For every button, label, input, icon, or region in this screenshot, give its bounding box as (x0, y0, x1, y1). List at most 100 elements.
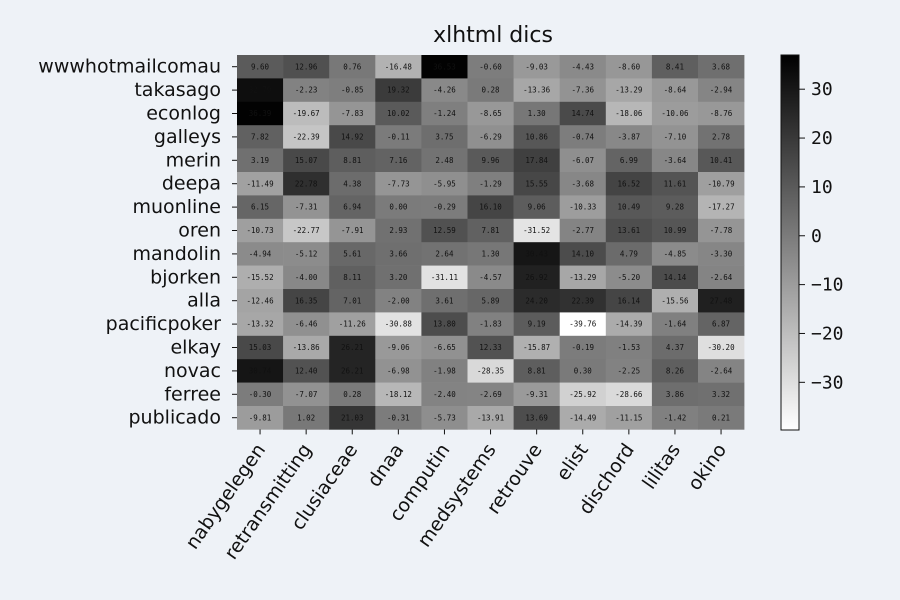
heatmap-cell (467, 289, 514, 313)
heatmap-cell (421, 242, 468, 266)
cell-value-label: -2.64 (710, 367, 733, 376)
row-label: mandolin (133, 243, 221, 265)
cell-value-label: 15.03 (249, 343, 272, 352)
heatmap-cell (467, 218, 514, 243)
heatmap-cell (467, 148, 514, 173)
cell-value-label: 13.80 (433, 320, 456, 329)
heatmap-cell (698, 195, 745, 220)
heatmap-cell (559, 242, 607, 266)
cell-value-label: 26.21 (341, 367, 364, 376)
heatmap-cell (283, 312, 330, 337)
cell-value-label: 0.30 (574, 367, 593, 376)
cell-value-label: 10.41 (710, 156, 733, 165)
heatmap-cell (283, 125, 330, 149)
heatmap-cell (605, 312, 653, 337)
cell-value-label: 0.76 (343, 62, 362, 71)
cell-value-label: -7.31 (295, 203, 318, 212)
heatmap-cell (329, 382, 376, 407)
heatmap-cell (421, 195, 468, 220)
cell-value-label: -9.03 (525, 62, 548, 71)
cell-value-label: -39.76 (569, 320, 597, 329)
heatmap-cell (237, 406, 284, 430)
cell-value-label: -0.31 (387, 413, 410, 422)
cell-value-label: 7.82 (251, 133, 269, 142)
heatmap-cell (513, 382, 560, 407)
heatmap-cell (375, 78, 422, 103)
cell-value-label: -11.15 (615, 413, 642, 422)
heatmap-cell (237, 218, 284, 243)
heatmap-cell (698, 125, 745, 149)
cell-value-label: 1.02 (297, 413, 315, 422)
cell-value-label: -9.31 (525, 390, 548, 399)
heatmap-cell (513, 172, 560, 196)
cell-value-label: 16.10 (479, 203, 502, 212)
cell-value-label: -10.33 (569, 203, 596, 212)
heatmap-cell (651, 265, 699, 290)
heatmap-cell (467, 78, 514, 103)
heatmap-cell (329, 242, 376, 266)
cell-value-label: -7.73 (387, 179, 410, 188)
heatmap-cell (651, 335, 699, 360)
heatmap-cell (421, 265, 468, 290)
cell-value-label: -18.06 (615, 109, 643, 118)
cell-value-label: -14.49 (569, 413, 596, 422)
cell-value-label: -1.53 (618, 343, 641, 352)
heatmap-cell (375, 55, 422, 79)
cell-value-label: -18.12 (385, 390, 412, 399)
heatmap-cell (329, 101, 376, 126)
cell-value-label: -0.29 (433, 203, 456, 212)
cell-value-label: -0.60 (479, 62, 502, 71)
heatmap-cell (421, 359, 468, 383)
heatmap-cell (559, 265, 607, 290)
cell-value-label: -0.74 (571, 133, 594, 142)
cell-value-label: 3.20 (389, 273, 408, 282)
cell-value-label: -6.98 (387, 367, 410, 376)
colorbar: 30 20 10 0 −10 −20 −30 (780, 54, 844, 431)
cell-value-label: -7.91 (341, 226, 364, 235)
cell-value-label: 5.61 (343, 250, 361, 259)
cell-value-label: 10.02 (387, 109, 410, 118)
cell-value-label: -6.29 (479, 133, 502, 142)
heatmap-cell (329, 406, 376, 430)
heatmap-cell (513, 218, 560, 243)
cell-value-label: 3.61 (435, 296, 453, 305)
row-label: ferree (164, 383, 221, 405)
cell-value-label: 7.01 (343, 296, 361, 305)
cell-value-label: 3.68 (712, 62, 731, 71)
heatmap-cell (651, 172, 699, 196)
cell-value-label: 13.61 (618, 226, 641, 235)
heatmap-cell (467, 55, 514, 79)
cell-value-label: -2.40 (433, 390, 456, 399)
cell-value-label: 16.14 (618, 296, 641, 305)
heatmap-cell (698, 218, 745, 243)
cell-value-label: 17.84 (525, 156, 548, 165)
heatmap-cell (559, 195, 607, 220)
cell-value-label: -0.30 (249, 390, 272, 399)
row-labels: wwwhotmailcomautakasagoeconloggalleysmer… (38, 56, 237, 429)
cell-value-label: 36.53 (433, 62, 456, 71)
cell-value-label: 9.96 (482, 156, 501, 165)
heatmap-cell (605, 406, 653, 430)
heatmap-cell (283, 78, 330, 103)
heatmap-cell (698, 359, 745, 383)
cell-value-label: 27.48 (710, 296, 733, 305)
heatmap-cell (375, 265, 422, 290)
cell-value-label: 12.59 (433, 226, 456, 235)
heatmap-cell (559, 55, 607, 79)
heatmap-cell (651, 242, 699, 266)
cell-value-label: -2.25 (618, 367, 641, 376)
heatmap-cell (513, 148, 560, 173)
heatmap-cell (698, 78, 745, 103)
cell-value-label: -8.65 (479, 109, 502, 118)
heatmap-cell (283, 242, 330, 266)
heatmap-cell (698, 265, 745, 290)
cell-value-label: -4.57 (479, 273, 502, 282)
heatmap-cell (605, 55, 653, 79)
column-label: elist (552, 440, 593, 485)
heatmap-cell (329, 218, 376, 243)
cell-value-label: -9.81 (249, 413, 272, 422)
heatmap-cell (513, 125, 560, 149)
row-label: novac (164, 360, 221, 382)
cell-value-label: 16.35 (295, 296, 318, 305)
cell-value-label: 7.81 (482, 226, 500, 235)
